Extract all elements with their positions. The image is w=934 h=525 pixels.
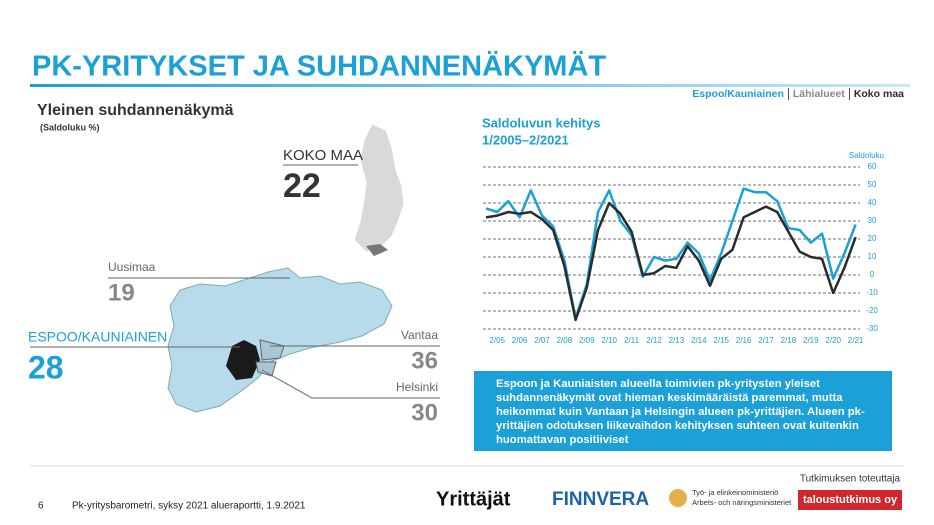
x-tick-label: 2/10 [601, 336, 617, 345]
section-subtitle: (Saldoluku %) [40, 122, 100, 132]
footer-source: Pk-yritysbarometri, syksy 2021 aluerapor… [72, 501, 306, 512]
x-tick-label: 2/09 [579, 336, 595, 345]
x-tick-label: 2/21 [848, 336, 864, 345]
uusimaa-map [167, 267, 393, 413]
finland-map [353, 123, 405, 253]
x-tick-label: 2/11 [624, 336, 640, 345]
x-tick-label: 2/15 [713, 336, 729, 345]
y-tick-label: 60 [868, 162, 877, 171]
title-underline [30, 84, 910, 87]
logo-tem: Työ- ja elinkeinoministeriö [692, 488, 778, 497]
y-tick-label: -30 [866, 324, 878, 333]
partner-label: Tutkimuksen toteuttaja [800, 474, 901, 485]
y-tick-label: 10 [868, 252, 877, 261]
region-value: 30 [411, 399, 438, 426]
legend-item: Koko maa [848, 88, 904, 100]
y-tick-label: 30 [868, 216, 877, 225]
x-tick-label: 2/07 [534, 336, 550, 345]
x-tick-label: 2/08 [557, 336, 573, 345]
y-tick-label: -20 [866, 306, 878, 315]
series-line [485, 187, 857, 320]
espoo-map [226, 340, 260, 380]
uusimaa-mini [366, 244, 388, 256]
region-value: 28 [28, 349, 64, 385]
logo-tem: Arbets- och näringsministeriet [692, 498, 792, 507]
region-name: ESPOO/KAUNIAINEN [28, 329, 167, 345]
logo-emblem [669, 489, 687, 507]
x-tick-label: 2/06 [512, 336, 528, 345]
chart-subtitle: 1/2005–2/2021 [482, 132, 569, 147]
x-tick-label: 2/19 [803, 336, 819, 345]
x-tick-label: 2/14 [691, 336, 707, 345]
x-tick-label: 2/18 [781, 336, 797, 345]
region-name: KOKO MAA [283, 147, 363, 164]
chart-title: Saldoluvun kehitys [482, 115, 600, 130]
partner-logo [798, 490, 902, 510]
legend-item: Espoo/Kauniainen [692, 88, 784, 100]
section-title: Yleinen suhdannenäkymä [37, 102, 234, 119]
x-tick-label: 2/13 [669, 336, 685, 345]
legend-item: Lähialueet [787, 88, 845, 100]
x-tick-label: 2/16 [736, 336, 752, 345]
y-tick-label: 0 [870, 270, 875, 279]
region-name: Vantaa [401, 328, 438, 342]
partner-name: taloustutkimus oy [803, 494, 898, 506]
region-value: 19 [108, 279, 135, 306]
plot: 60 50 40 30 20 10 0 -10 -20 -30 2/05 2/06 2/07 2/08 2/… [483, 162, 878, 345]
slide-title: PK-YRITYKSET JA SUHDANNENÄKYMÄT [32, 50, 606, 83]
region-value: 36 [411, 347, 438, 374]
leader-line [261, 369, 440, 399]
logo-yrittajat: Yrittäjät [436, 488, 511, 510]
x-tick-label: 2/12 [646, 336, 662, 345]
region-name: Helsinki [396, 380, 438, 394]
page-number: 6 [38, 501, 44, 512]
y-axis-label: Saldoluku [849, 151, 884, 160]
summary-box: Espoon ja Kauniaisten alueella toimivien… [474, 371, 892, 451]
x-tick-label: 2/17 [758, 336, 774, 345]
logo-finnvera: FINNVERA [552, 489, 649, 510]
y-tick-label: 20 [868, 234, 877, 243]
region-name: Uusimaa [108, 260, 156, 274]
y-tick-label: 40 [868, 198, 877, 207]
x-tick-label: 2/20 [825, 336, 841, 345]
legend: Espoo/Kauniainen Lähialueet Koko maa [692, 88, 904, 100]
y-tick-label: 50 [868, 180, 877, 189]
series-line [485, 201, 857, 322]
vantaa-map [259, 339, 285, 361]
y-tick-label: -10 [866, 288, 878, 297]
region-value: 22 [283, 167, 321, 205]
x-tick-label: 2/05 [489, 336, 505, 345]
